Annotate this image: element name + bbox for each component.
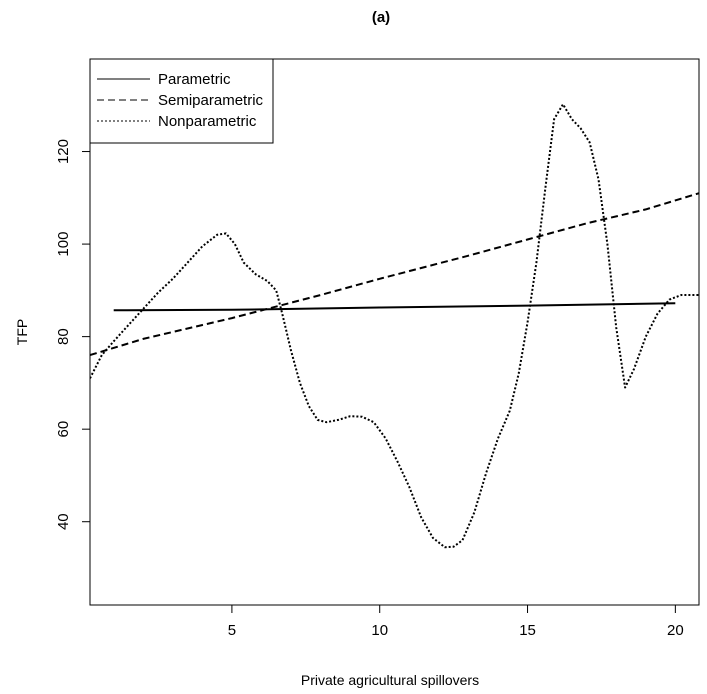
chart-title: (a) <box>372 9 390 26</box>
series-layer <box>90 103 699 549</box>
plot-frame <box>89 58 700 606</box>
x-axis-label: Private agricultural spillovers <box>301 672 479 688</box>
y-tick-label-100: 100 <box>55 232 72 257</box>
series-line-parametric <box>113 302 676 312</box>
y-tick-label-120: 120 <box>55 139 72 164</box>
x-axis: 5 10 15 20 <box>228 605 684 639</box>
x-tick-label-5: 5 <box>228 622 236 639</box>
x-tick-label-15: 15 <box>519 622 536 639</box>
series-line-nonparametric <box>90 103 699 549</box>
legend-label-parametric: Parametric <box>158 71 231 88</box>
legend-items: Parametric Semiparametric Nonparametric <box>97 71 264 130</box>
legend-box <box>89 58 274 144</box>
y-axis: 40 60 80 100 120 <box>55 139 90 530</box>
y-tick-label-80: 80 <box>55 328 72 345</box>
series-line-semiparametric <box>90 192 699 357</box>
legend: Parametric Semiparametric Nonparametric <box>89 58 274 144</box>
legend-label-semiparametric: Semiparametric <box>158 92 264 109</box>
x-tick-label-10: 10 <box>371 622 388 639</box>
x-tick-label-20: 20 <box>667 622 684 639</box>
y-axis-label: TFP <box>14 319 30 345</box>
legend-label-nonparametric: Nonparametric <box>158 113 257 130</box>
y-tick-label-60: 60 <box>55 421 72 438</box>
y-tick-label-40: 40 <box>55 513 72 530</box>
